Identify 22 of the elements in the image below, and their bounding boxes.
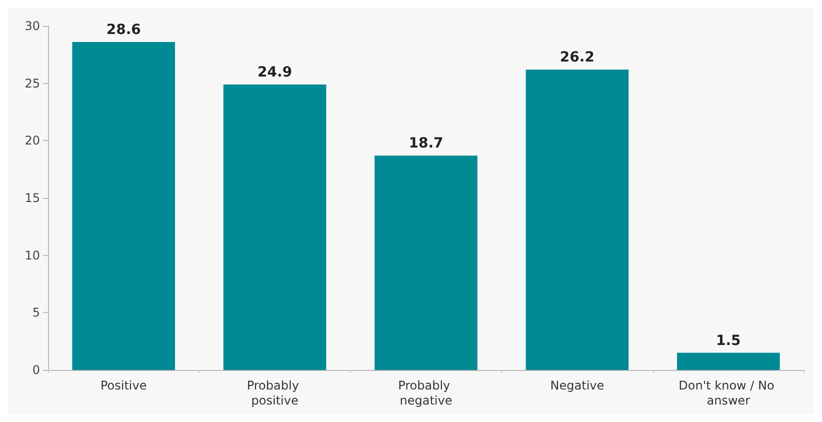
y-tick-label: 25 xyxy=(24,76,40,90)
x-tick-label: Negative xyxy=(550,378,604,392)
y-tick-label: 5 xyxy=(32,306,40,320)
data-label: 1.5 xyxy=(716,332,741,349)
bar xyxy=(374,156,478,370)
data-label: 28.6 xyxy=(106,22,141,38)
bar xyxy=(676,352,780,370)
y-tick-label: 0 xyxy=(32,363,40,377)
x-tick-label: Probably positive xyxy=(246,378,303,408)
x-tick-label: Positive xyxy=(100,378,147,392)
data-label: 26.2 xyxy=(560,50,594,66)
data-label: 24.9 xyxy=(258,64,292,80)
y-tick-label: 15 xyxy=(24,191,40,205)
x-tick-label: Don't know / No answer xyxy=(678,378,778,408)
bar xyxy=(72,42,176,370)
y-tick-label: 30 xyxy=(24,19,40,33)
y-tick-label: 20 xyxy=(24,134,40,148)
y-tick-label: 10 xyxy=(24,248,40,262)
bar xyxy=(526,70,629,370)
x-tick-label: Probably negative xyxy=(398,378,454,408)
bar xyxy=(223,84,326,370)
data-label: 18.7 xyxy=(408,136,444,152)
